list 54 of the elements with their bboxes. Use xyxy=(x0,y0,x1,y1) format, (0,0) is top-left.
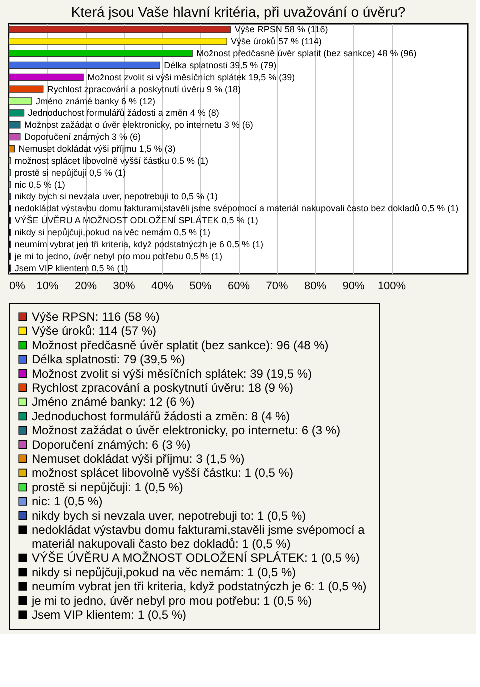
legend-label: Nemuset dokládat výši příjmu: 3 (1,5 %) xyxy=(32,452,245,466)
data-label: nedokládat výstavbu domu fakturami,stavěli jsme svépomocí a materiál nakupovali často bez dokladů 0,5 % (1) xyxy=(14,204,459,214)
x-tick-label: 100% xyxy=(378,280,406,292)
data-label: Možnost zažádat o úvěr elektronicky, po internetu 3 % (6) xyxy=(24,120,254,130)
legend-label: prostě si nepůjčuji: 1 (0,5 %) xyxy=(32,480,184,494)
x-tick-label: 30% xyxy=(113,280,136,292)
legend-label: Délka splatnosti: 79 (39,5 %) xyxy=(32,352,186,367)
data-label: Výše úroků 57 % (114) xyxy=(231,36,322,47)
data-label: Jednoduchost formulářů žádosti a změn 4 % (8) xyxy=(28,108,220,118)
legend-label: nedokládat výstavbu domu fakturami,stavěli jsme svépomocí a materiál nakupovali často bez dokladů: 1 (0,5 %) xyxy=(32,523,366,551)
legend-label: VÝŠE ÚVĚRU A MOŽNOST ODLOŽENÍ SPLÁTEK: 1 (0,5 %) xyxy=(32,551,360,566)
legend-label: Výše úroků: 114 (57 %) xyxy=(32,324,157,338)
data-label: Doporučení známých 3 % (6) xyxy=(24,132,142,142)
legend-label: Možnost zvolit si výši měsíčních splátek: 39 (19,5 %) xyxy=(32,366,312,381)
x-tick-label: 40% xyxy=(151,280,174,292)
data-label: Jsem VIP klientem 0,5 % (1) xyxy=(14,263,128,274)
data-label: Délka splatnosti 39,5 % (79) xyxy=(164,60,277,70)
legend-label: možnost splácet libovolně vyšší částku: 1 (0,5 %) xyxy=(32,466,294,480)
data-label: neumím vybrat jen tři kriteria, když podstatnýczh je 6 0,5 % (1) xyxy=(14,239,264,250)
legend-label: Výše RPSN: 116 (58 %) xyxy=(32,310,160,324)
x-tick-label: 20% xyxy=(74,280,98,292)
legend-label: Rychlost zpracování a poskytnutí úvěru: 18 (9 %) xyxy=(32,381,294,395)
legend-label: Doporučení známých: 6 (3 %) xyxy=(32,438,191,452)
data-label: Výše RPSN 58 % (116) xyxy=(234,24,328,35)
legend-label: nic: 1 (0,5 %) xyxy=(32,494,103,509)
legend-label: Jednoduchost formulářů žádosti a změn: 8 (4 %) xyxy=(32,409,290,424)
data-label: VÝŠE ÚVĚRU A MOŽNOST ODLOŽENÍ SPLÁTEK 0,5 % (1) xyxy=(14,216,258,226)
x-tick-label: 70% xyxy=(266,280,288,292)
data-label: je mi to jedno, úvěr nebyl pro mou potřebu 0,5 % (1) xyxy=(14,251,223,262)
x-tick-label: 50% xyxy=(190,280,212,292)
data-label: možnost splácet libovolně vyšší částku 0,5 % (1) xyxy=(14,156,209,166)
data-label: prostě si nepůjčuji 0,5 % (1) xyxy=(14,168,126,178)
legend-label: Jsem VIP klientem: 1 (0,5 %) xyxy=(32,608,187,622)
legend-label: Jméno známé banky: 12 (6 %) xyxy=(32,395,195,410)
data-label: Rychlost zpracování a poskytnutí úvěru 9 % (18) xyxy=(47,84,242,94)
legend-label: Možnost zažádat o úvěr elektronicky, po internetu: 6 (3 %) xyxy=(32,424,341,438)
legend-label: neumím vybrat jen tři kriteria, když podstatnýczh je 6: 1 (0,5 %) xyxy=(32,580,367,594)
data-label: nikdy si nepůjčuji,pokud na věc nemám 0,5 % (1) xyxy=(14,228,211,238)
data-label: Nemuset dokládat výši příjmu 1,5 % (3) xyxy=(18,144,176,154)
legend-label: nikdy bych si nevzala uver, nepotrebuji to: 1 (0,5 %) xyxy=(32,508,306,523)
data-label: nikdy bych si nevzala uver, nepotrebuji to 0,5 % (1) xyxy=(14,192,218,202)
legend-label: je mi to jedno, úvěr nebyl pro mou potřebu: 1 (0,5 %) xyxy=(31,594,312,608)
x-tick-label: 90% xyxy=(342,280,365,292)
data-label: Možnost předčasně úvěr splatit (bez sankce) 48 % (96) xyxy=(196,48,417,59)
x-tick-label: 0% xyxy=(10,280,26,292)
x-tick-label: 10% xyxy=(36,280,59,292)
data-label: nic 0,5 % (1) xyxy=(14,180,66,190)
data-label: Jméno známé banky 6 % (12) xyxy=(36,96,156,106)
chart-title: Která jsou Vaše hlavní kritéria, při uvažování o úvěru? xyxy=(71,4,406,20)
legend-label: nikdy si nepůjčuji,pokud na věc nemám: 1 (0,5 %) xyxy=(32,565,296,580)
legend-label: Možnost předčasně úvěr splatit (bez sankce): 96 (48 %) xyxy=(32,338,329,352)
x-tick-label: 80% xyxy=(304,280,327,292)
data-label: Možnost zvolit si výši měsíčních splátek 19,5 % (39) xyxy=(88,72,296,82)
x-tick-label: 60% xyxy=(228,280,250,292)
